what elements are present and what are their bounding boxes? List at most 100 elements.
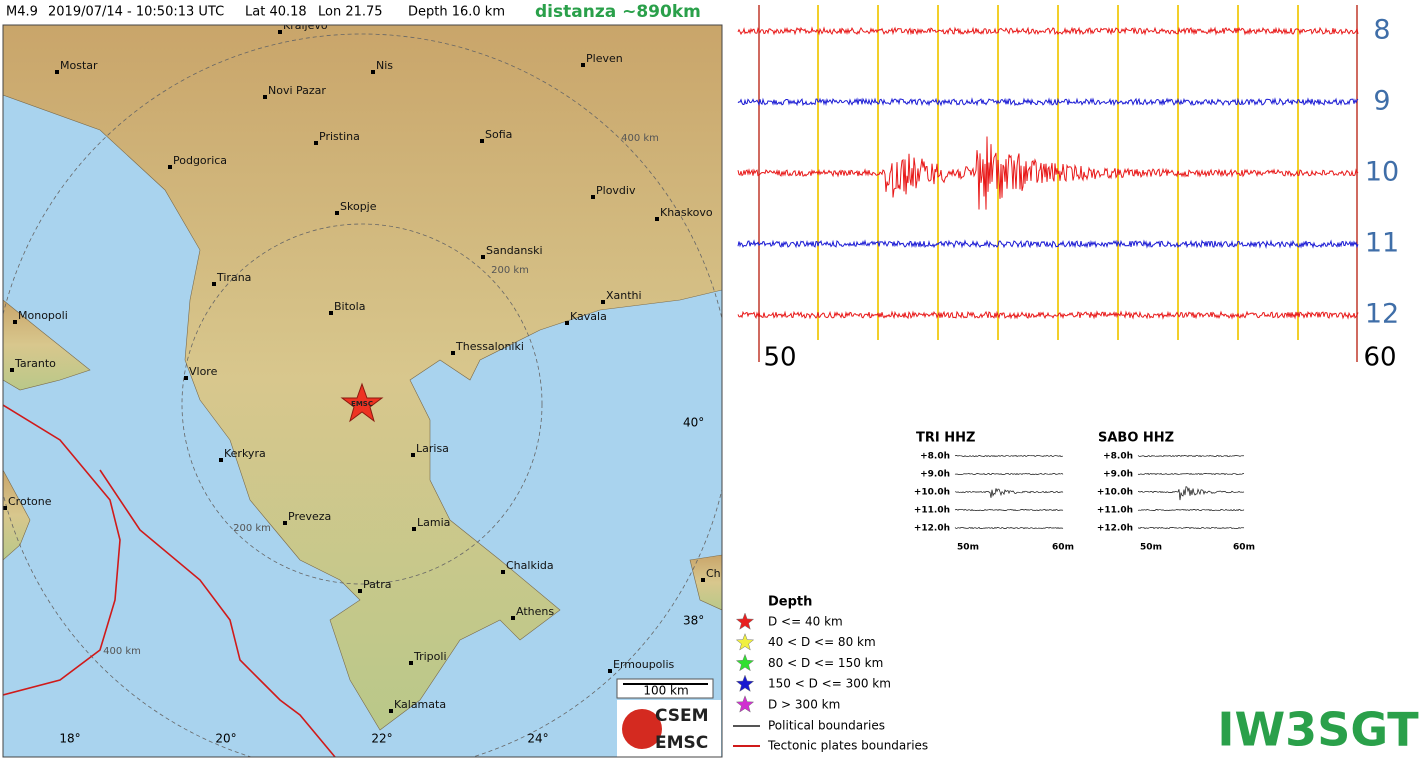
city-label: Kraljevo bbox=[283, 19, 328, 32]
city-label: Patra bbox=[363, 578, 391, 591]
lat-label: 40° bbox=[683, 416, 704, 430]
map-frame bbox=[2, 24, 723, 758]
city-label: Novi Pazar bbox=[268, 84, 326, 97]
city-label: Ermoupolis bbox=[613, 658, 675, 671]
hour-label: 8 bbox=[1373, 15, 1390, 46]
station-trace bbox=[1137, 486, 1245, 501]
station-trace bbox=[954, 508, 1064, 512]
city-dot bbox=[412, 527, 416, 531]
legend-label: 150 < D <= 300 km bbox=[768, 677, 891, 691]
city-dot bbox=[184, 376, 188, 380]
city-dot bbox=[565, 321, 569, 325]
logo-emsc: EMSC bbox=[655, 733, 708, 753]
city-label: Kalamata bbox=[394, 698, 446, 711]
station-trace bbox=[955, 488, 1064, 498]
city-label: Vlore bbox=[189, 365, 218, 378]
scale-label: 100 km bbox=[643, 684, 688, 698]
city-label: Khaskovo bbox=[660, 206, 713, 219]
legend-label: 80 < D <= 150 km bbox=[768, 656, 883, 670]
city-dot bbox=[212, 282, 216, 286]
trace bbox=[737, 26, 1359, 36]
x-label: 60 bbox=[1363, 343, 1396, 373]
row-label: +12.0h bbox=[1097, 524, 1133, 534]
distance-label: 200 km bbox=[491, 265, 529, 276]
header: M4.9 2019/07/14 - 10:50:13 UTC Lat 40.18… bbox=[6, 2, 701, 22]
city-label: Sandanski bbox=[486, 244, 543, 257]
legend-star bbox=[735, 653, 755, 672]
city-dot bbox=[10, 368, 14, 372]
city-label: Xanthi bbox=[606, 289, 642, 302]
legend-label: 40 < D <= 80 km bbox=[768, 635, 876, 649]
city-dot bbox=[701, 578, 705, 582]
city-label: Pleven bbox=[586, 52, 623, 65]
lon-label: 20° bbox=[215, 732, 236, 746]
city-dot bbox=[389, 709, 393, 713]
city-dot bbox=[501, 570, 505, 574]
trace bbox=[737, 310, 1359, 320]
city-dot bbox=[655, 217, 659, 221]
station-plots: TRI HHZ +8.0h +9.0h +10.0h +11.0h +12.0h 50m 60… bbox=[914, 431, 1255, 553]
city-dot bbox=[409, 661, 413, 665]
lon: Lon 21.75 bbox=[318, 5, 383, 20]
logo-globe bbox=[622, 709, 662, 749]
city-label: Athens bbox=[516, 605, 554, 618]
legend-star bbox=[735, 674, 755, 692]
datetime: 2019/07/14 - 10:50:13 UTC bbox=[48, 5, 224, 20]
city-dot bbox=[451, 351, 455, 355]
city-dot bbox=[591, 195, 595, 199]
station-trace bbox=[954, 472, 1064, 475]
city-label: Podgorica bbox=[173, 154, 227, 167]
epicenter-star bbox=[340, 382, 384, 423]
x-label: 50m bbox=[957, 543, 979, 553]
distance-label: 200 km bbox=[233, 523, 271, 534]
city-label: Chalkida bbox=[506, 559, 554, 572]
row-label: +11.0h bbox=[1097, 506, 1133, 516]
city-label: Plovdiv bbox=[596, 184, 636, 197]
city-dot bbox=[278, 30, 282, 34]
row-label: +9.0h bbox=[920, 470, 950, 480]
city-dot bbox=[263, 95, 267, 99]
city-dot bbox=[358, 589, 362, 593]
hour-label: 10 bbox=[1365, 157, 1399, 188]
city-dot bbox=[283, 521, 287, 525]
row-label: +11.0h bbox=[914, 506, 950, 516]
city-label: Tirana bbox=[216, 271, 251, 284]
city-label: Larisa bbox=[416, 442, 449, 455]
legend: Depth Political boundaries Tectonic plat… bbox=[733, 595, 928, 753]
station-trace bbox=[1137, 454, 1245, 458]
lon-label: 22° bbox=[371, 732, 392, 746]
city-dot bbox=[581, 63, 585, 67]
city-label: Tripoli bbox=[413, 650, 447, 663]
city-label: Preveza bbox=[288, 510, 331, 523]
tectonic-boundary bbox=[3, 404, 121, 696]
city-dot bbox=[13, 320, 17, 324]
legend-star bbox=[735, 632, 755, 651]
city-dot bbox=[219, 458, 223, 462]
x-label: 50 bbox=[763, 343, 796, 373]
city-dot bbox=[481, 255, 485, 259]
city-dot bbox=[411, 453, 415, 457]
x-label: 50m bbox=[1140, 543, 1162, 553]
x-label: 60m bbox=[1233, 543, 1255, 553]
lon-label: 18° bbox=[59, 732, 80, 746]
callsign: IW3SGT bbox=[1217, 703, 1419, 757]
station-trace bbox=[1137, 472, 1245, 476]
legend-star bbox=[735, 695, 755, 713]
station-trace bbox=[1137, 508, 1245, 512]
hour-label: 11 bbox=[1365, 228, 1399, 259]
station-trace bbox=[954, 454, 1063, 458]
station-title: SABO HHZ bbox=[1098, 431, 1174, 446]
seismogram: 8 9 10 11 12 50 60 bbox=[737, 5, 1399, 373]
legend-label: D <= 40 km bbox=[768, 615, 843, 629]
city-dot bbox=[3, 506, 7, 510]
lat: Lat 40.18 bbox=[245, 5, 307, 20]
legend-star bbox=[735, 612, 755, 630]
land bbox=[689, 554, 722, 611]
trace bbox=[737, 136, 1359, 210]
distance-ring bbox=[181, 223, 543, 585]
lon-label: 24° bbox=[527, 732, 548, 746]
city-dot bbox=[480, 139, 484, 143]
row-label: +8.0h bbox=[920, 452, 950, 462]
city-dot bbox=[601, 300, 605, 304]
